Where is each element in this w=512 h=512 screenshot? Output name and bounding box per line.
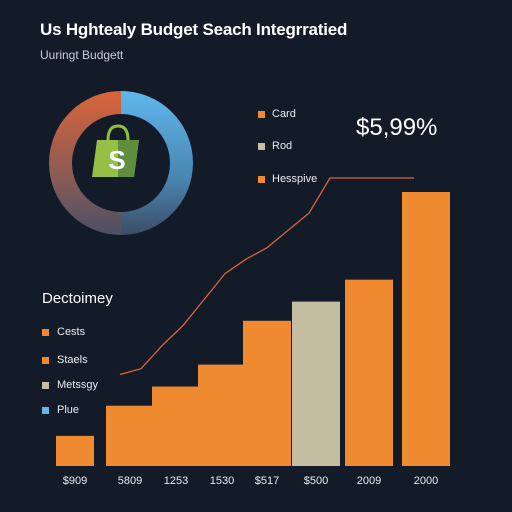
legend-label: Rod — [272, 140, 293, 152]
x-tick-label: 5809 — [118, 475, 142, 487]
x-tick-label: 2000 — [414, 475, 438, 487]
bar — [56, 435, 94, 466]
x-tick-label: 1253 — [164, 475, 188, 487]
legend-label: Staels — [57, 354, 88, 366]
legend-swatch — [42, 406, 49, 414]
legend-swatch — [258, 142, 265, 150]
donut-segment-right — [121, 91, 193, 235]
legend-swatch — [258, 175, 265, 183]
x-tick-label: $500 — [304, 475, 328, 487]
legend-swatch — [42, 381, 49, 389]
page-title: Us Hghtealy Budget Seach Integrratied — [40, 20, 348, 39]
x-tick-label: $517 — [255, 475, 279, 487]
legend-swatch — [42, 356, 49, 364]
legend-item: Hesspive — [258, 173, 317, 185]
svg-text:S: S — [108, 145, 125, 175]
bar — [106, 405, 154, 466]
legend-item: Metssgy — [42, 379, 98, 391]
bar — [292, 301, 340, 466]
bar — [243, 320, 291, 466]
x-tick-label: $909 — [63, 475, 87, 487]
legend-item: Rod — [258, 140, 292, 152]
page-subtitle: Uuringt Budgett — [40, 48, 124, 62]
donut-segment-left — [49, 91, 121, 235]
legend-label: Card — [272, 108, 296, 120]
x-tick-label: 2009 — [357, 475, 381, 487]
bar — [402, 192, 450, 466]
legend-item: Card — [258, 108, 296, 120]
legend-item: Cests — [42, 326, 85, 338]
bar — [198, 364, 246, 466]
legend-item: Plue — [42, 404, 79, 416]
bar — [345, 279, 393, 466]
legend-swatch — [258, 110, 265, 118]
legend-label: Plue — [57, 404, 80, 416]
legend-item: Staels — [42, 354, 88, 366]
donut-chart: S — [46, 88, 196, 238]
bar — [152, 386, 200, 466]
legend-label: Hesspive — [272, 173, 318, 185]
legend-label: Cests — [57, 326, 86, 338]
legend-label: Metssgy — [57, 379, 98, 391]
trend-line — [119, 177, 414, 376]
x-tick-label: 1530 — [210, 475, 234, 487]
legend-swatch — [42, 328, 49, 336]
section-title: Dectoimey — [42, 290, 113, 307]
shopping-bag-icon: S — [92, 124, 139, 177]
big-value: $5,99% — [356, 114, 438, 141]
